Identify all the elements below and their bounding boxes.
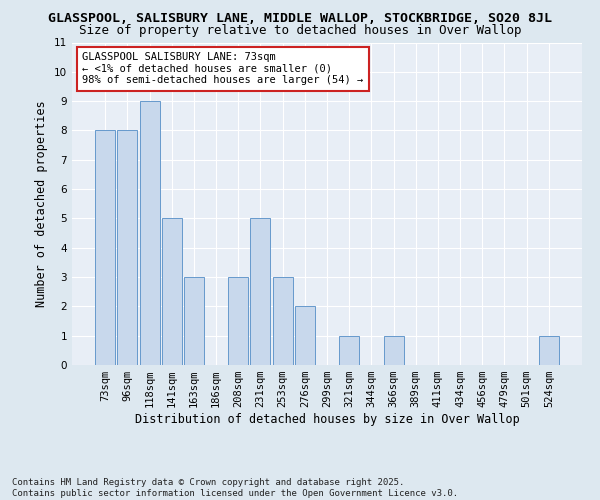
- Bar: [228, 277, 248, 365]
- Bar: [162, 218, 182, 365]
- Text: GLASSPOOL SALISBURY LANE: 73sqm
← <1% of detached houses are smaller (0)
98% of : GLASSPOOL SALISBURY LANE: 73sqm ← <1% of…: [82, 52, 364, 86]
- Text: Size of property relative to detached houses in Over Wallop: Size of property relative to detached ho…: [79, 24, 521, 37]
- Text: GLASSPOOL, SALISBURY LANE, MIDDLE WALLOP, STOCKBRIDGE, SO20 8JL: GLASSPOOL, SALISBURY LANE, MIDDLE WALLOP…: [48, 12, 552, 26]
- Bar: [118, 130, 137, 365]
- Bar: [295, 306, 315, 365]
- Bar: [250, 218, 271, 365]
- Bar: [184, 277, 204, 365]
- Bar: [383, 336, 404, 365]
- Bar: [339, 336, 359, 365]
- Bar: [272, 277, 293, 365]
- Bar: [140, 101, 160, 365]
- Bar: [95, 130, 115, 365]
- X-axis label: Distribution of detached houses by size in Over Wallop: Distribution of detached houses by size …: [134, 413, 520, 426]
- Bar: [539, 336, 559, 365]
- Y-axis label: Number of detached properties: Number of detached properties: [35, 100, 49, 307]
- Text: Contains HM Land Registry data © Crown copyright and database right 2025.
Contai: Contains HM Land Registry data © Crown c…: [12, 478, 458, 498]
